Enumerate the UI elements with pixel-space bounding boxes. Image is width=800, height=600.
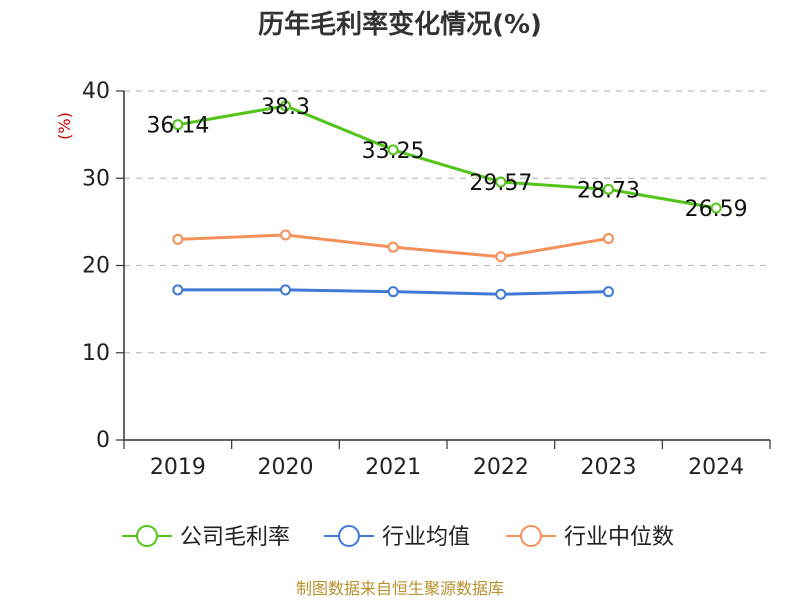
- y-tick-label-0: 0: [96, 428, 110, 453]
- point-行业均值-2023: [603, 286, 614, 298]
- point-行业均值-2020: [280, 284, 291, 296]
- point-行业中位数-2020: [280, 229, 291, 241]
- point-公司毛利率-2022: [495, 176, 507, 188]
- series-line-公司毛利率: [176, 104, 718, 210]
- x-tick-label-2020: 2020: [258, 455, 314, 480]
- y-tick-label-20: 20: [82, 254, 110, 279]
- series-行业中位数: [172, 229, 614, 263]
- legend-label-公司毛利率: 公司毛利率: [180, 525, 290, 550]
- x-tick-label-2024: 2024: [688, 455, 744, 480]
- x-tick-label-2023: 2023: [581, 455, 637, 480]
- series-公司毛利率: [172, 100, 722, 214]
- point-公司毛利率-2024: [710, 202, 722, 214]
- y-tick-label-10: 10: [82, 341, 110, 366]
- point-公司毛利率-2021: [387, 144, 399, 156]
- point-行业均值-2022: [495, 288, 507, 300]
- series-行业均值: [172, 284, 614, 300]
- data-label-公司毛利率-2019: 36.14: [146, 114, 209, 139]
- data-label-公司毛利率-2020: 38.3: [261, 95, 310, 120]
- point-行业中位数-2022: [495, 251, 507, 263]
- point-行业中位数-2019: [172, 233, 184, 245]
- grid-layer: [124, 90, 770, 354]
- point-行业中位数-2021: [387, 241, 399, 253]
- legend-marker-行业均值: [338, 525, 360, 547]
- point-行业中位数-2023: [603, 232, 614, 244]
- chart-title: 历年毛利率变化情况(%): [258, 9, 542, 40]
- point-公司毛利率-2023: [603, 183, 614, 195]
- point-行业均值-2019: [172, 284, 184, 296]
- legend-marker-行业中位数: [520, 525, 542, 547]
- x-tick-label-2022: 2022: [473, 455, 529, 480]
- series-layer: [172, 100, 722, 300]
- x-tick-label-2019: 2019: [150, 455, 206, 480]
- data-label-公司毛利率-2023: 28.73: [577, 178, 640, 203]
- point-公司毛利率-2020: [280, 100, 291, 112]
- legend-label-行业中位数: 行业中位数: [564, 525, 674, 550]
- legend-label-行业均值: 行业均值: [382, 525, 470, 550]
- legend-item-公司毛利率: 公司毛利率: [122, 525, 290, 550]
- data-label-公司毛利率-2022: 29.57: [469, 171, 532, 196]
- point-行业均值-2021: [387, 286, 399, 298]
- x-tick-label-2021: 2021: [365, 455, 421, 480]
- y-tick-label-40: 40: [82, 79, 110, 104]
- legend-marker-公司毛利率: [136, 525, 158, 547]
- data-label-公司毛利率-2024: 26.59: [685, 197, 748, 222]
- data-label-layer: 36.14 38.3 33.25 29.57 28.73 26.59: [146, 95, 747, 222]
- y-tick-label-30: 30: [82, 166, 110, 191]
- axis-layer: 0 10 20 30 40 2019 2020 2021 2022 2023 2024: [82, 79, 771, 480]
- legend-item-行业中位数: 行业中位数: [506, 525, 674, 550]
- source-note: 制图数据来自恒生聚源数据库: [296, 579, 504, 598]
- legend-item-行业均值: 行业均值: [324, 525, 470, 550]
- point-公司毛利率-2019: [172, 119, 184, 131]
- data-label-公司毛利率-2021: 33.25: [362, 139, 425, 164]
- y-axis-unit-label: (%): [55, 112, 74, 140]
- legend: 公司毛利率 行业均值 行业中位数: [122, 525, 674, 550]
